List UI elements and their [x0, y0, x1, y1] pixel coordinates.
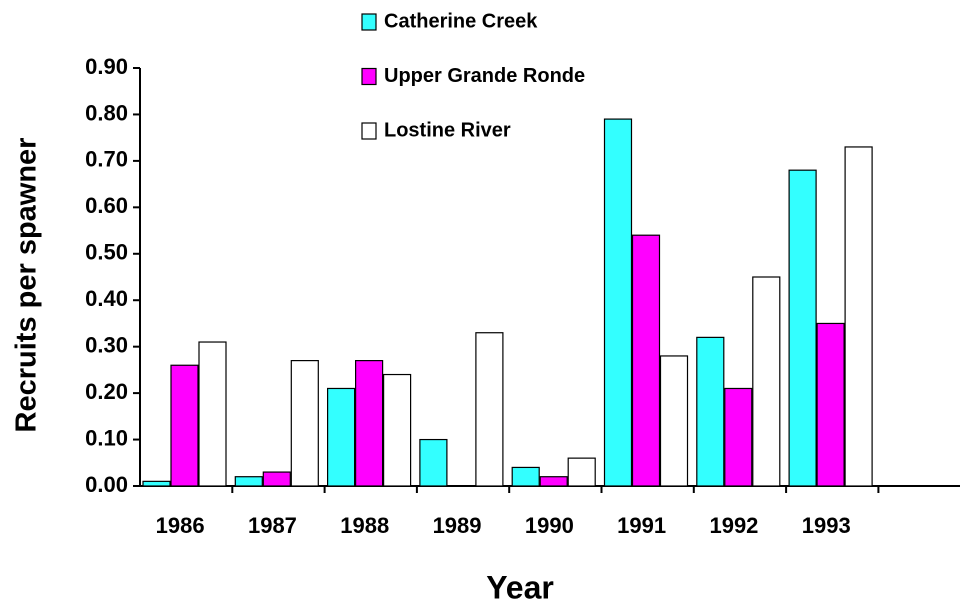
bar: [327, 387, 356, 487]
bar: [383, 373, 412, 487]
y-tick-label: 0.20: [85, 379, 128, 404]
x-tick-label: 1991: [617, 513, 666, 538]
legend-label: Catherine Creek: [384, 10, 538, 32]
y-tick-label: 0.40: [85, 286, 128, 311]
bar: [539, 476, 568, 487]
bar: [631, 234, 661, 487]
bar: [142, 480, 171, 487]
legend-swatch: [361, 67, 377, 86]
y-tick-label: 0.30: [85, 332, 128, 357]
bar: [475, 332, 504, 487]
legend-label: Upper Grande Ronde: [384, 65, 585, 87]
y-tick-label: 0.00: [85, 472, 128, 497]
bar: [170, 364, 199, 487]
bar: [198, 341, 227, 487]
x-tick-label: 1989: [433, 513, 482, 538]
bar: [696, 336, 725, 487]
y-tick-label: 0.70: [85, 147, 128, 172]
bar: [844, 146, 873, 487]
bar: [355, 360, 384, 487]
bar: [724, 387, 753, 487]
x-tick-label: 1993: [802, 513, 851, 538]
y-tick-label: 0.60: [85, 193, 128, 218]
legend-swatch: [361, 13, 377, 31]
y-tick-label: 0.80: [85, 100, 128, 125]
x-tick-label: 1988: [340, 513, 389, 538]
x-tick-label: 1987: [248, 513, 297, 538]
y-tick-label: 0.90: [85, 54, 128, 79]
legend-swatch: [361, 122, 377, 140]
y-tick-label: 0.10: [85, 425, 128, 450]
bar: [816, 322, 845, 487]
y-tick-label: 0.50: [85, 240, 128, 265]
bar: [234, 476, 263, 487]
legend-label: Lostine River: [384, 119, 511, 141]
bar: [567, 457, 596, 487]
bar: [752, 276, 781, 487]
bar: [788, 169, 817, 487]
y-axis-label: Recruits per spawner: [11, 138, 43, 433]
bar: [603, 118, 633, 487]
bar: [290, 360, 319, 487]
x-tick-label: 1990: [525, 513, 574, 538]
x-tick-label: 1992: [709, 513, 758, 538]
x-axis-label: Year: [486, 569, 554, 605]
bar: [419, 438, 448, 487]
bar: [659, 355, 689, 487]
x-tick-label: 1986: [156, 513, 205, 538]
bar: [262, 471, 291, 487]
bar: [511, 466, 540, 487]
